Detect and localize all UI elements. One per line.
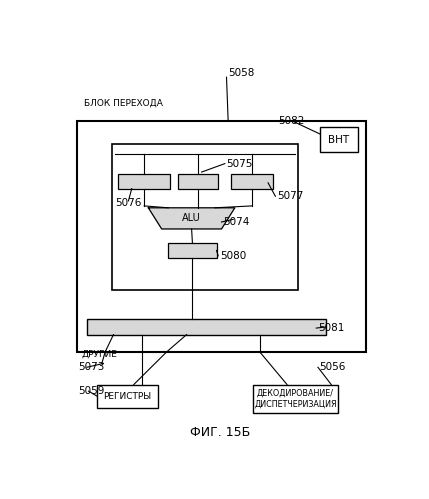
Text: 5080: 5080 bbox=[220, 251, 246, 261]
Text: 5082: 5082 bbox=[278, 116, 305, 126]
Text: ДРУГИЕ: ДРУГИЕ bbox=[82, 350, 118, 359]
Bar bbox=[168, 243, 217, 258]
Bar bbox=[97, 385, 158, 408]
Bar bbox=[232, 174, 273, 189]
Bar bbox=[178, 174, 218, 189]
Bar bbox=[118, 174, 170, 189]
Text: 5075: 5075 bbox=[227, 159, 253, 169]
Text: ALU: ALU bbox=[182, 214, 201, 224]
Bar bbox=[112, 144, 298, 290]
Bar bbox=[320, 127, 358, 152]
Bar bbox=[77, 121, 366, 352]
Text: 5076: 5076 bbox=[115, 198, 142, 208]
Bar bbox=[253, 385, 338, 413]
Text: 5056: 5056 bbox=[320, 362, 346, 372]
Bar bbox=[87, 319, 326, 335]
Text: 5059: 5059 bbox=[79, 386, 105, 396]
Text: 5077: 5077 bbox=[277, 191, 303, 201]
Text: 5081: 5081 bbox=[318, 323, 344, 333]
Text: РЕГИСТРЫ: РЕГИСТРЫ bbox=[103, 392, 152, 401]
Text: ДЕКОДИРОВАНИЕ/
ДИСПЕТЧЕРИЗАЦИЯ: ДЕКОДИРОВАНИЕ/ ДИСПЕТЧЕРИЗАЦИЯ bbox=[254, 389, 337, 409]
Text: 5074: 5074 bbox=[223, 217, 250, 227]
Polygon shape bbox=[148, 208, 235, 229]
Text: ФИГ. 15Б: ФИГ. 15Б bbox=[190, 426, 250, 439]
Text: 5058: 5058 bbox=[228, 68, 254, 78]
Text: БЛОК ПЕРЕХОДА: БЛОК ПЕРЕХОДА bbox=[84, 99, 163, 108]
Text: ВНТ: ВНТ bbox=[328, 135, 349, 145]
Text: 5073: 5073 bbox=[79, 362, 105, 372]
